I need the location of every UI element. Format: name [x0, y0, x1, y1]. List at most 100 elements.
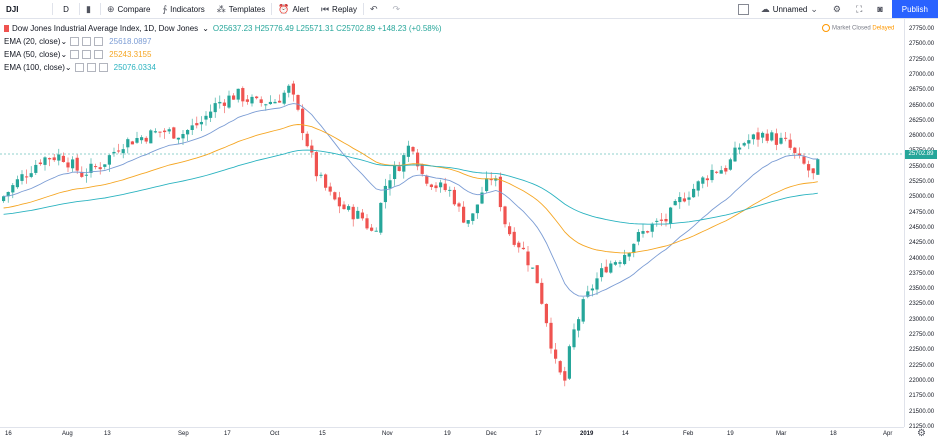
price-tick-label: 23750.00	[909, 270, 935, 277]
chevron-down-icon[interactable]: ⌄	[60, 50, 68, 59]
price-axis[interactable]: 27750.00 27500.00 27250.00 27000.00 26750.00…	[904, 19, 938, 430]
time-axis[interactable]: 16 Aug 13 Sep 17 Oct 15 Nov 19 Dec 17 2019 14 Feb 19 Ma…	[0, 427, 904, 441]
alert-button[interactable]: ⏰ Alert	[272, 0, 315, 18]
visibility-icon[interactable]	[70, 37, 80, 46]
candle-body	[337, 197, 341, 207]
candle-body	[342, 204, 346, 210]
candle-body	[204, 115, 208, 120]
chevron-down-icon: ⌄	[810, 3, 818, 14]
snapshot-button[interactable]: ◙	[871, 0, 891, 18]
candle-body	[328, 186, 332, 192]
indicator-row[interactable]: EMA (20, close) ⌄ 25618.0897	[4, 35, 442, 48]
indicator-row[interactable]: EMA (50, close) ⌄ 25243.3155	[4, 48, 442, 61]
indicators-button[interactable]: ∱ Indicators	[156, 0, 210, 18]
candle-body	[374, 230, 378, 232]
divider	[52, 3, 53, 15]
indicator-value: 25076.0334	[113, 63, 156, 72]
price-chart[interactable]	[0, 19, 904, 427]
gear-icon[interactable]: ⚙	[917, 428, 926, 439]
candle-body	[278, 100, 282, 103]
alarm-clock-icon: ⏰	[278, 3, 290, 14]
redo-button[interactable]: ↷	[387, 0, 410, 18]
candle-body	[112, 151, 116, 154]
templates-button[interactable]: ⁂ Templates	[211, 0, 271, 18]
price-tick-label: 22750.00	[909, 332, 935, 338]
time-tick-label: 19	[444, 431, 451, 437]
candle-body	[402, 155, 406, 172]
price-tick-label: 27000.00	[909, 71, 935, 78]
remove-icon[interactable]	[98, 63, 108, 72]
candle-body	[163, 130, 167, 133]
layout-menu[interactable]: ☁ Unnamed ⌄	[755, 0, 827, 18]
chevron-down-icon[interactable]: ⌄	[64, 63, 72, 72]
visibility-icon[interactable]	[74, 63, 84, 72]
remove-icon[interactable]	[94, 37, 104, 46]
candle-body	[705, 178, 709, 181]
compare-button[interactable]: ⊕ Compare	[101, 0, 156, 18]
templates-icon: ⁂	[216, 3, 226, 14]
candle-body	[807, 164, 811, 171]
resolution-button[interactable]: D	[63, 4, 69, 14]
candle-body	[144, 137, 148, 142]
market-status-icon	[822, 24, 830, 32]
fullscreen-button[interactable]: ⛶	[850, 0, 871, 18]
candle-body	[793, 147, 797, 154]
time-tick-label: 14	[622, 431, 629, 437]
candle-body	[149, 130, 153, 144]
undo-button[interactable]: ↶	[364, 0, 387, 18]
multi-layout-checkbox[interactable]	[737, 3, 749, 15]
candle-body	[540, 282, 544, 304]
chevron-down-icon[interactable]: ⌄	[202, 24, 209, 33]
indicator-list: EMA (20, close) ⌄ 25618.0897 EMA (50, clos…	[4, 35, 442, 74]
candle-body	[213, 103, 217, 113]
candle-body	[291, 83, 295, 95]
divider	[271, 3, 273, 15]
price-tick-label: 22250.00	[909, 362, 935, 369]
candle-body	[11, 185, 15, 193]
candle-body	[784, 137, 788, 139]
publish-button[interactable]: Publish	[891, 0, 938, 18]
bar-style-button[interactable]: ▮	[80, 0, 100, 18]
candle-body	[659, 219, 663, 221]
candle-body	[264, 104, 268, 106]
candle-body	[273, 101, 277, 104]
remove-icon[interactable]	[94, 50, 104, 59]
ohlc-values: O25637.23 H25776.49 L25571.31 C25702.89 …	[212, 24, 442, 33]
candles-icon: ▮	[86, 3, 91, 14]
replay-button[interactable]: ⏮ Replay	[315, 0, 363, 18]
candle-body	[25, 176, 29, 178]
candle-body	[586, 291, 590, 297]
settings-icon[interactable]	[82, 37, 92, 46]
time-tick-label: 18	[830, 431, 837, 437]
delayed-label: Delayed	[872, 25, 895, 32]
candle-body	[678, 197, 682, 203]
candle-body	[517, 242, 521, 248]
candle-body	[314, 152, 318, 177]
visibility-icon[interactable]	[70, 50, 80, 59]
symbol-search[interactable]: DJI	[6, 4, 19, 14]
chevron-down-icon[interactable]: ⌄	[60, 37, 68, 46]
time-tick-label: 13	[104, 431, 111, 437]
time-tick-label: 16	[5, 431, 12, 437]
indicator-label: EMA (100, close)	[4, 63, 65, 72]
candle-body	[388, 180, 392, 189]
candle-body	[167, 129, 171, 132]
settings-icon[interactable]	[82, 50, 92, 59]
candle-body	[310, 145, 314, 153]
price-tick-label: 22000.00	[909, 377, 935, 384]
candle-body	[301, 108, 305, 134]
candle-body	[618, 262, 622, 264]
settings-icon[interactable]	[86, 63, 96, 72]
candle-body	[687, 197, 691, 200]
series-title[interactable]: Dow Jones Industrial Average Index, 1D, …	[12, 24, 199, 33]
price-tick-label: 26000.00	[909, 133, 935, 140]
candle-body	[52, 157, 56, 161]
time-tick-label: Aug	[62, 431, 73, 437]
candle-body	[420, 164, 424, 174]
candle-body	[761, 132, 765, 138]
candle-body	[259, 99, 263, 103]
legend-title-row: Dow Jones Industrial Average Index, 1D, …	[4, 22, 442, 35]
settings-button[interactable]: ⚙	[827, 0, 850, 18]
indicator-row[interactable]: EMA (100, close) ⌄ 25076.0334	[4, 61, 442, 74]
candle-body	[627, 252, 631, 257]
